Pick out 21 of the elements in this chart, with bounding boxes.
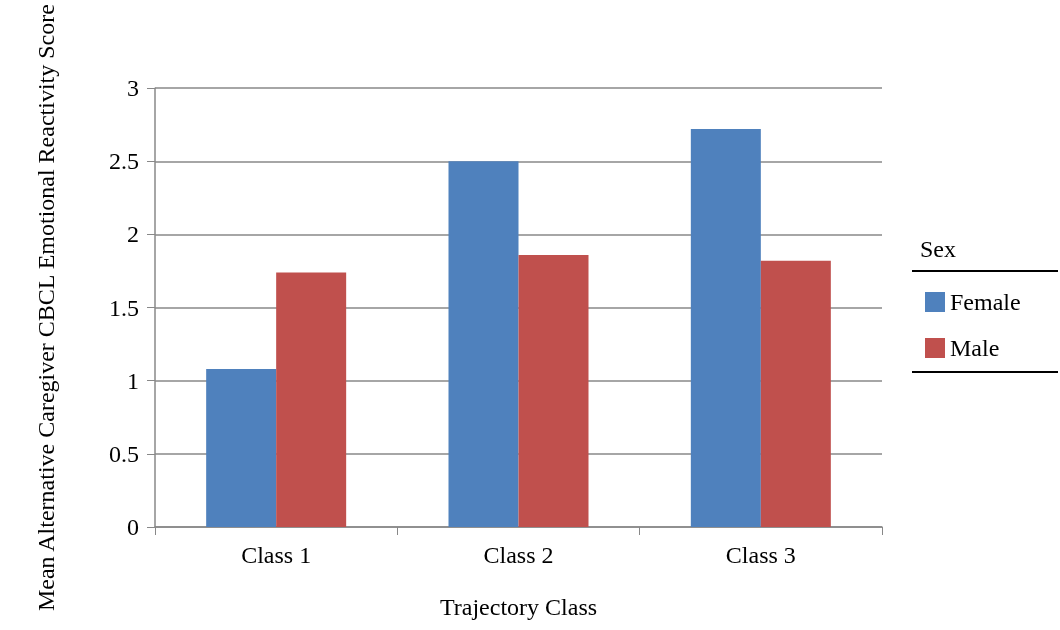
legend-label: Female	[950, 289, 1021, 315]
bar	[690, 129, 761, 527]
y-tick-label: 2	[127, 221, 139, 248]
bar	[448, 161, 519, 527]
y-tick-label: 1.5	[109, 294, 139, 321]
y-tick-label: 3	[127, 75, 139, 102]
legend-label: Male	[950, 335, 1000, 361]
y-tick-label: 2.5	[109, 148, 139, 175]
bar	[760, 260, 831, 527]
x-tick-label: Class 2	[483, 542, 554, 568]
x-tick-label: Class 3	[725, 542, 796, 568]
y-tick-label: 1	[127, 367, 139, 394]
y-tick-label: 0	[127, 514, 139, 540]
bar	[276, 272, 347, 527]
y-axis-title: Mean Alternative Caregiver CBCL Emotional Reactivity Score	[33, 4, 59, 612]
bar	[518, 254, 589, 527]
legend-title: Sex	[920, 236, 956, 262]
x-axis-title: Trajectory Class	[439, 594, 598, 620]
x-tick-label: Class 1	[241, 542, 312, 568]
bar	[206, 369, 277, 527]
y-tick-label: 0.5	[109, 440, 139, 467]
